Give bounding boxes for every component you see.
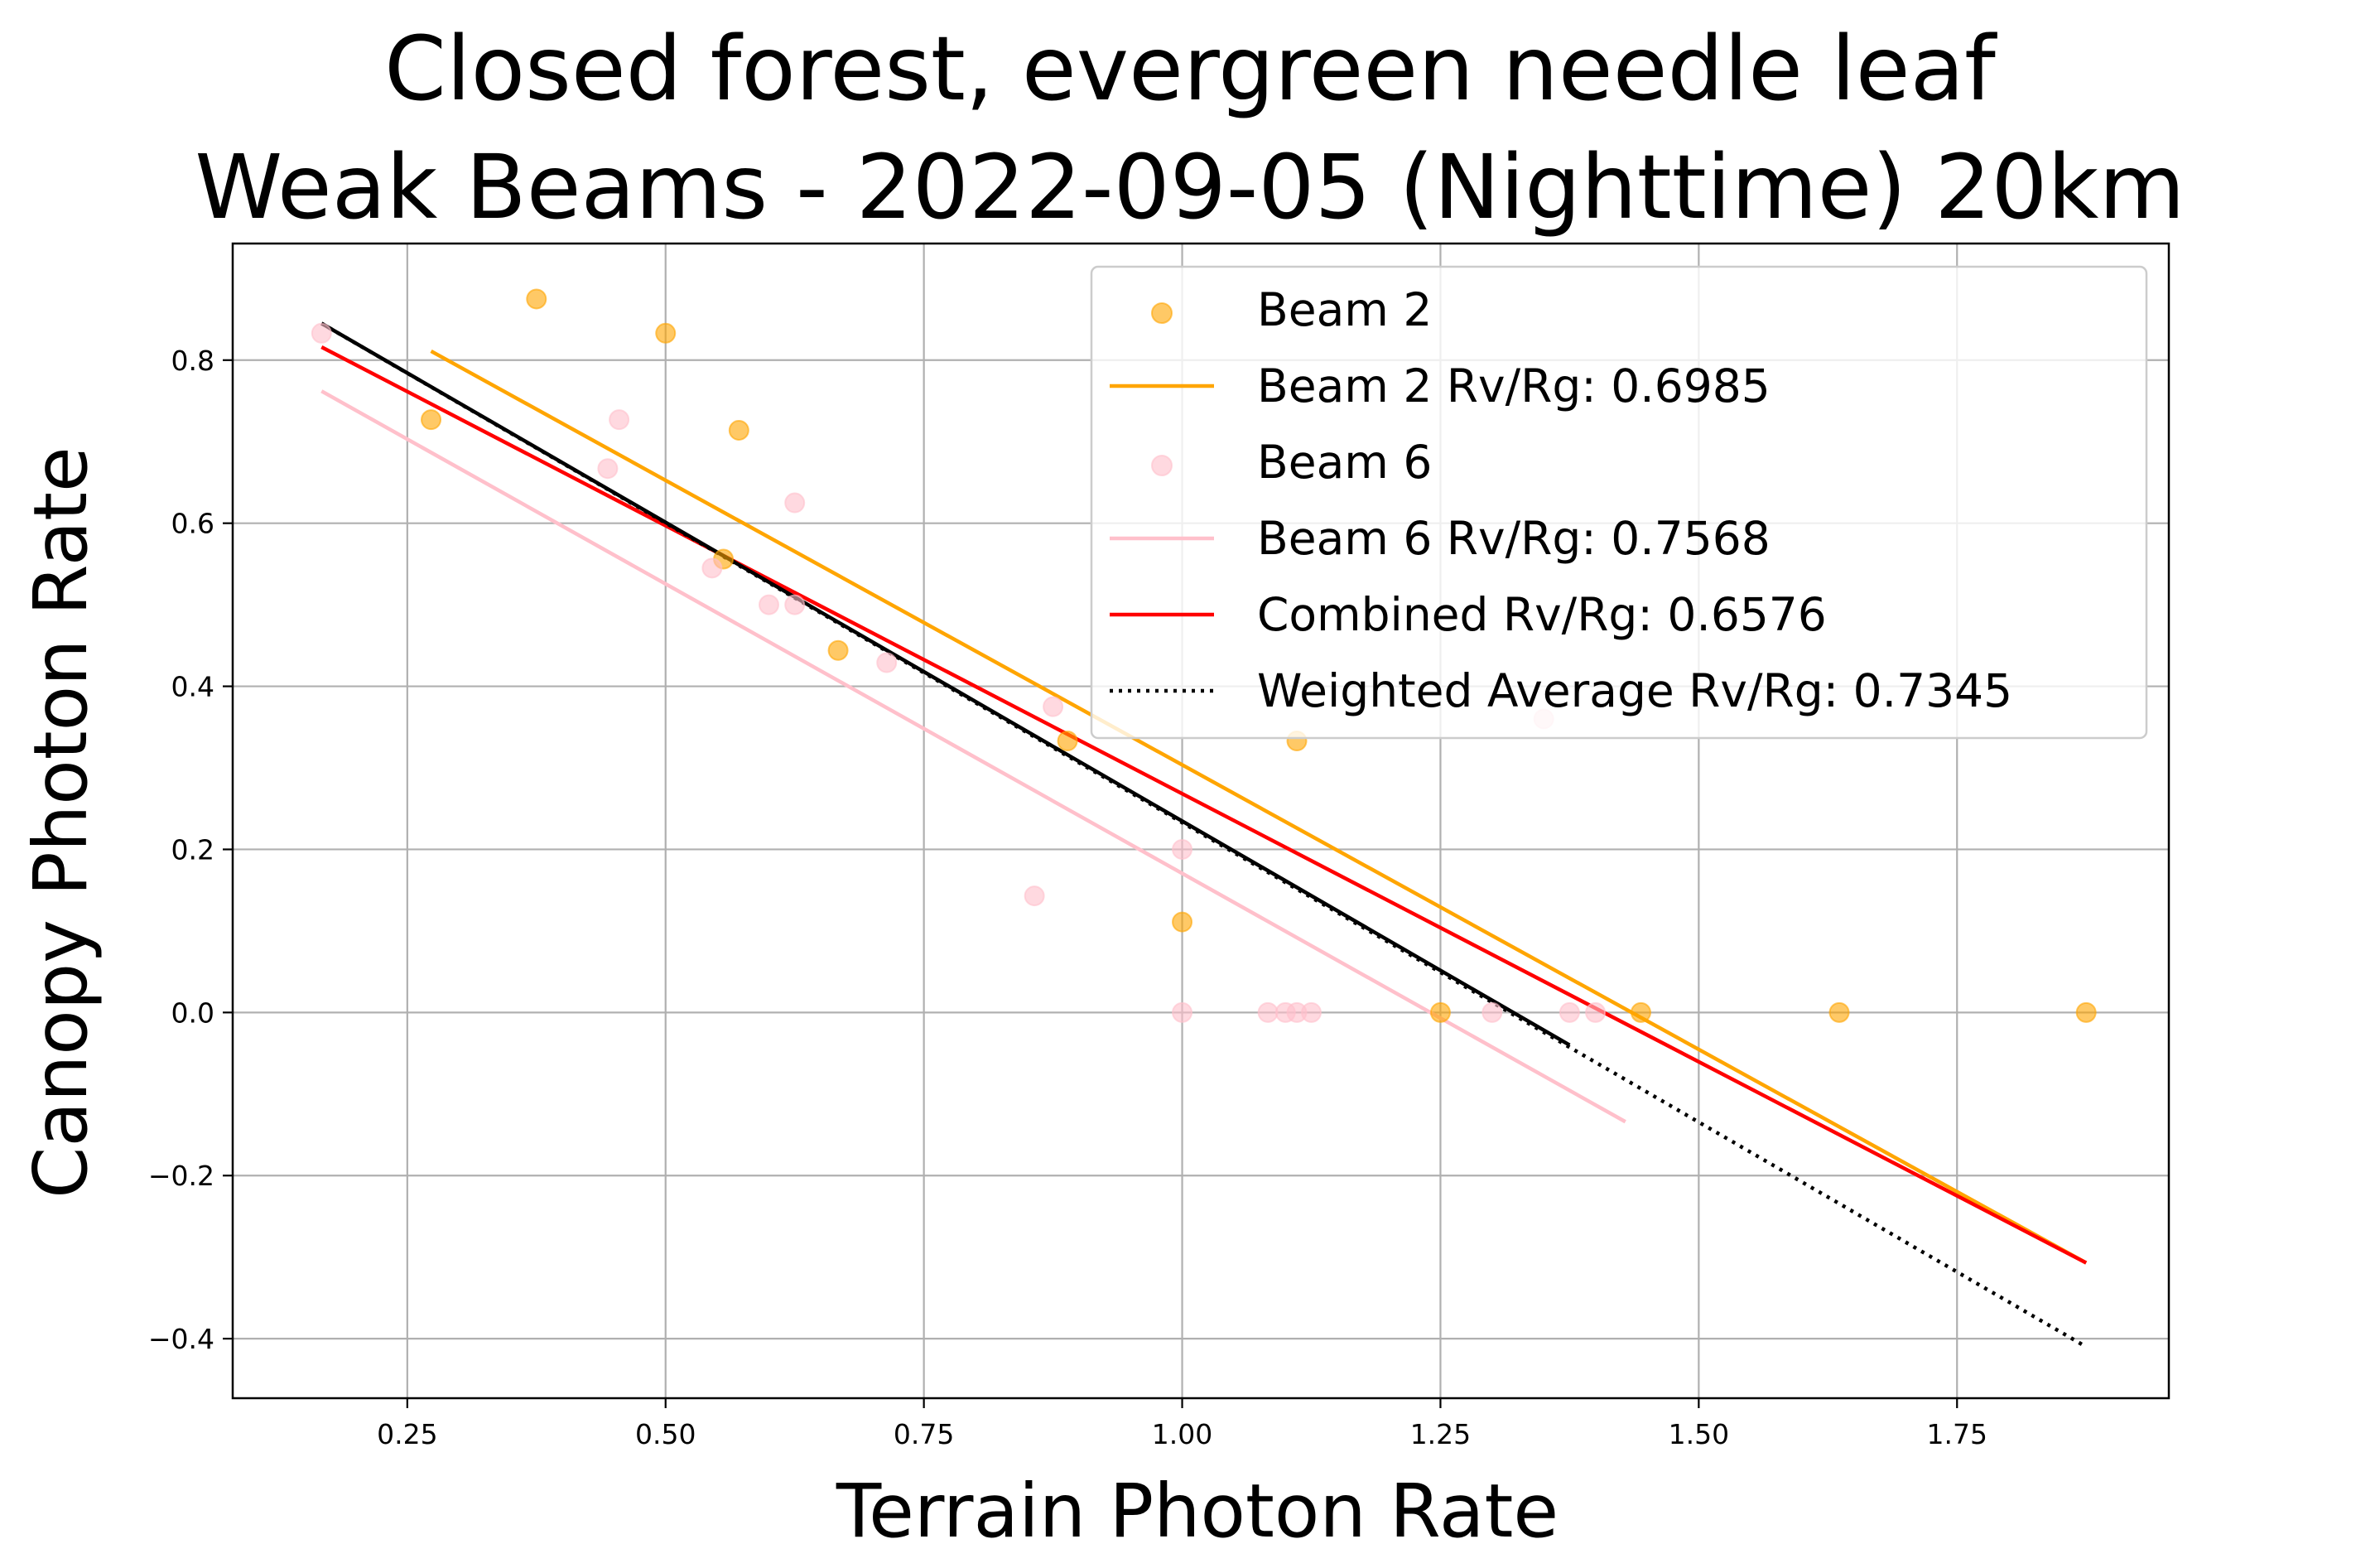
data-point <box>1300 1001 1322 1023</box>
data-point <box>1559 1001 1580 1023</box>
series-line <box>320 345 2088 1265</box>
x-tick-label: 1.75 <box>1927 1418 1987 1450</box>
data-point <box>421 409 442 431</box>
legend: Beam 2 Beam 2 Rv/Rg: 0.6985 Beam 6 Beam 6 R… <box>1090 265 2148 740</box>
data-point <box>609 409 630 431</box>
data-point <box>759 594 780 615</box>
x-tick-label: 0.50 <box>635 1418 696 1450</box>
data-point <box>1429 1001 1451 1023</box>
y-axis-label: Canopy Photon Rate <box>17 446 104 1199</box>
axis-ticks: 0.25 0.50 0.75 1.00 1.25 1.50 1.75 −0.4 −0.2 0.0 0… <box>148 345 1987 1450</box>
x-tick-label: 0.25 <box>377 1418 437 1450</box>
legend-box <box>1090 265 2148 740</box>
series-line <box>320 389 1626 1124</box>
data-point <box>876 652 898 673</box>
data-point <box>1057 731 1078 752</box>
y-tick-label: −0.4 <box>148 1323 214 1355</box>
data-point <box>1257 1001 1279 1023</box>
legend-label: Beam 2 Rv/Rg: 0.6985 <box>1257 359 1771 413</box>
scatter-points <box>311 288 2097 1023</box>
data-point <box>827 639 849 661</box>
data-point <box>1172 838 1193 860</box>
plot-frame <box>231 242 2170 1400</box>
data-point <box>311 322 332 344</box>
x-tick-label: 0.75 <box>894 1418 954 1450</box>
chart-title-line-2: Weak Beams - 2022-09-05 (Nighttime) 20km <box>195 137 2185 239</box>
legend-label: Beam 2 <box>1257 283 1432 336</box>
data-point <box>1585 1001 1607 1023</box>
legend-label: Beam 6 <box>1257 436 1432 489</box>
data-point <box>784 492 806 514</box>
x-axis-label: Terrain Photon Rate <box>836 1468 1559 1554</box>
data-point <box>728 419 749 441</box>
legend-label: Beam 6 Rv/Rg: 0.7568 <box>1257 512 1771 565</box>
regression-lines <box>320 321 2088 1348</box>
data-point <box>655 322 677 344</box>
y-tick-label: −0.2 <box>148 1160 214 1192</box>
legend-label: Combined Rv/Rg: 0.6576 <box>1257 588 1827 641</box>
data-point <box>597 458 619 480</box>
data-point <box>2075 1001 2097 1023</box>
data-point <box>526 288 547 310</box>
y-tick-label: 0.4 <box>171 671 214 703</box>
series-line <box>320 321 1571 1047</box>
y-tick-label: 0.2 <box>171 833 214 866</box>
x-tick-label: 1.00 <box>1152 1418 1212 1450</box>
data-point <box>1172 911 1193 933</box>
x-tick-label: 1.50 <box>1669 1418 1729 1450</box>
data-point <box>1481 1001 1503 1023</box>
data-point <box>1024 885 1045 907</box>
series-line <box>430 349 2088 1265</box>
y-tick-label: 0.0 <box>171 996 214 1029</box>
y-tick-label: 0.8 <box>171 345 214 377</box>
legend-label: Weighted Average Rv/Rg: 0.7345 <box>1257 664 2012 717</box>
data-point <box>1630 1001 1651 1023</box>
chart-title-line-1: Closed forest, evergreen needle leaf <box>384 18 1997 121</box>
legend-marker <box>1151 302 1173 324</box>
data-point <box>1172 1001 1193 1023</box>
data-point <box>1043 696 1064 717</box>
data-point <box>1828 1001 1850 1023</box>
data-point <box>784 594 806 615</box>
legend-marker <box>1151 455 1173 476</box>
data-point <box>701 557 723 579</box>
y-tick-label: 0.6 <box>171 508 214 540</box>
x-tick-label: 1.25 <box>1410 1418 1471 1450</box>
